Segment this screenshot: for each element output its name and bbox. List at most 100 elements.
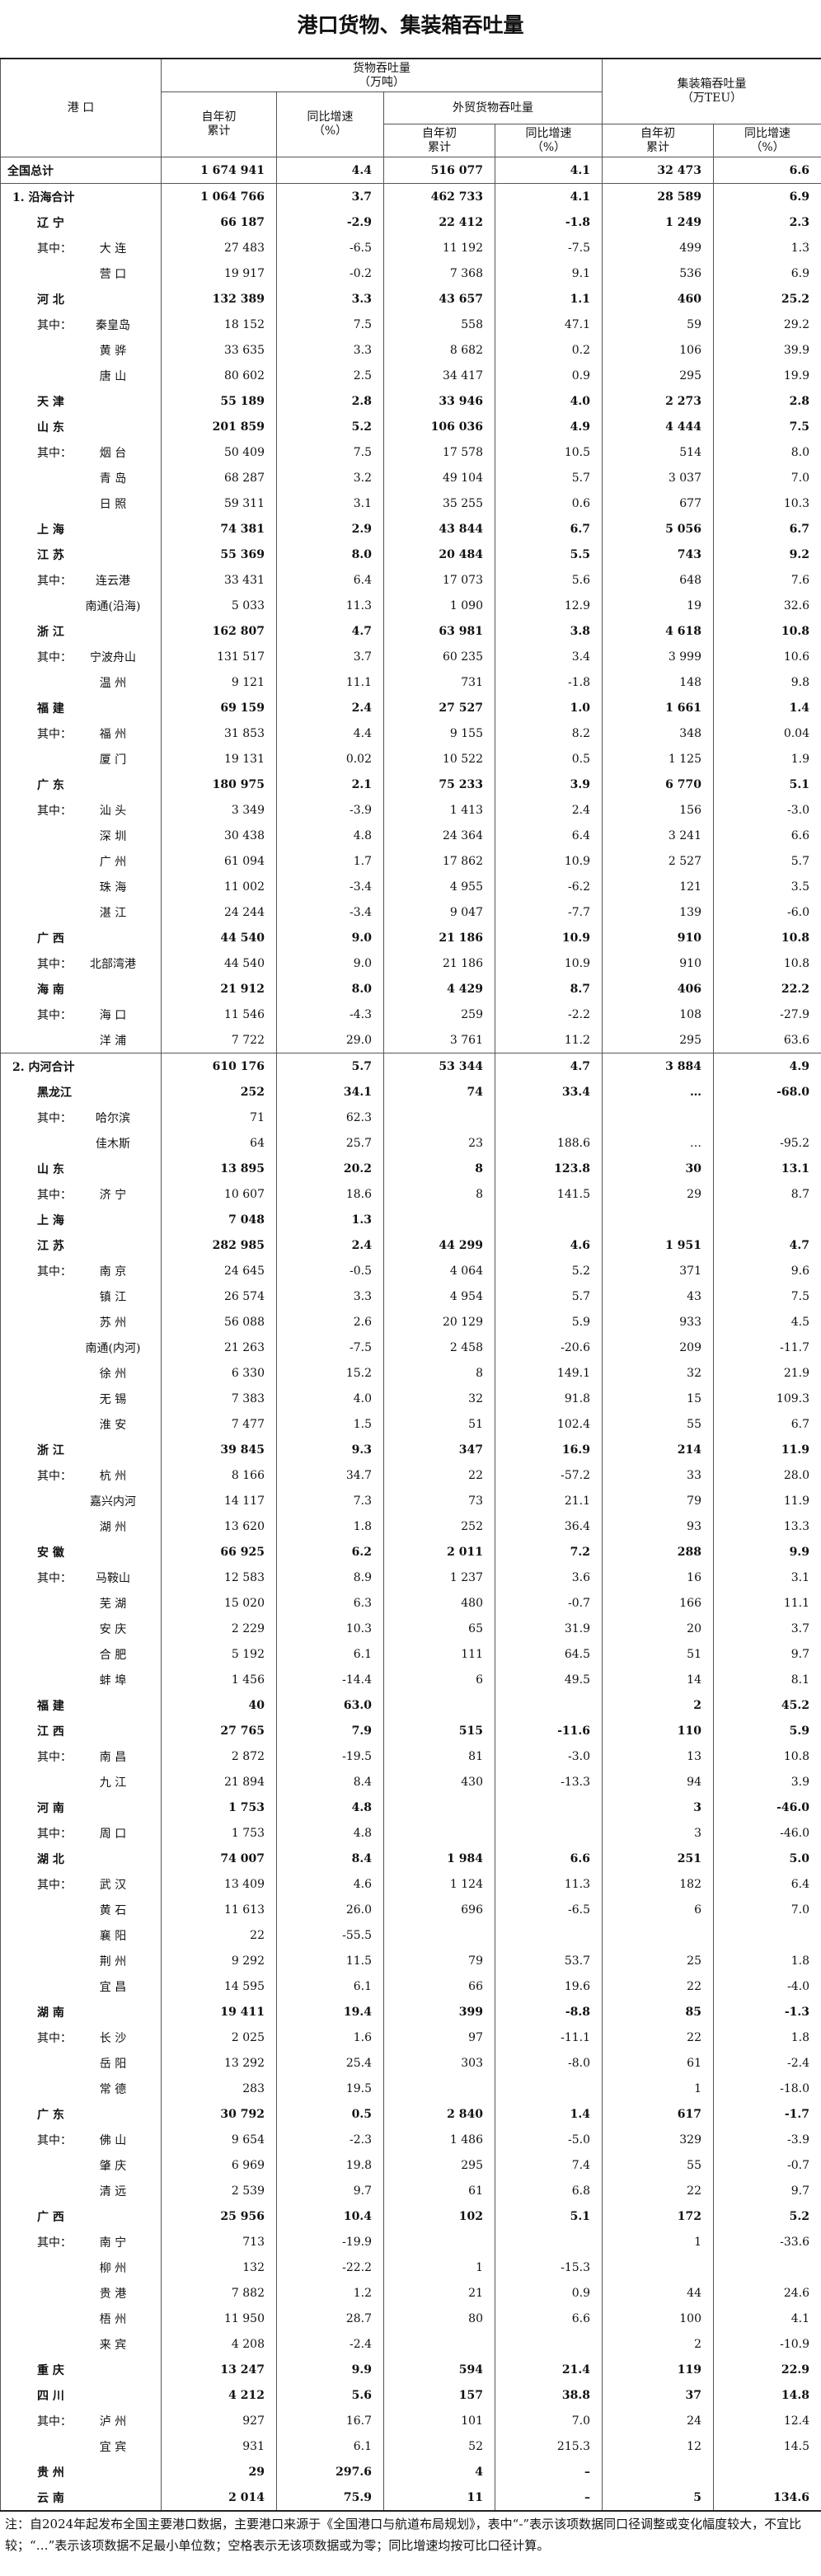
value-cell: -3.4 [276,874,384,899]
value-cell: … [602,1130,714,1156]
value-cell: 6.1 [276,1641,384,1667]
table-header: 港 口 货物吞吐量 （万吨） 集装箱吞吐量 （万TEU） 自年初 累计 同比增速 （%）… [0,58,821,157]
value-cell: 4.1 [495,183,603,209]
value-cell: 33 946 [383,388,495,414]
value-cell: 3.7 [276,644,384,669]
port-cell: 黄 石 [0,1897,162,1922]
value-cell: 9.0 [276,925,384,950]
value-cell [495,1820,603,1846]
port-name: 青 岛 [99,472,127,486]
value-cell: 5.0 [713,1846,821,1871]
value-cell: 18 152 [161,312,277,337]
value-cell: 7.2 [495,1539,603,1565]
value-cell: 3.6 [495,1565,603,1590]
port-cell: 其中： 泸 州 [0,2408,162,2433]
value-cell: 5.1 [495,2203,603,2229]
port-cell: 厦 门 [0,746,162,772]
value-cell: 32 [383,1386,495,1411]
sub-prefix: 其中： [37,1265,72,1279]
port-name: 芜 湖 [99,1597,127,1611]
table-row: 其中： 南 京 24 645 -0.5 4 064 5.2 371 9.6 [0,1258,821,1283]
value-cell: 9.8 [713,669,821,695]
header-text: （万吨） [359,75,405,89]
port-cell: 荆 州 [0,1948,162,1973]
value-cell: 4.1 [495,157,603,184]
value-cell: 259 [383,1002,495,1027]
value-cell: 17 073 [383,567,495,593]
value-cell: 21.1 [495,1488,603,1513]
value-cell: -0.7 [495,1590,603,1616]
table-row: 四 川 4 212 5.6 157 38.8 37 14.8 [0,2382,821,2408]
table-row: 其中： 烟 台 50 409 7.5 17 578 10.5 514 8.0 [0,439,821,465]
value-cell: 2 458 [383,1335,495,1360]
value-cell: 156 [602,797,714,823]
table-row: 湖 州 13 620 1.8 252 36.4 93 13.3 [0,1513,821,1539]
value-cell: 108 [602,1002,714,1027]
value-cell [383,2076,495,2101]
value-cell: 22.2 [713,976,821,1002]
value-cell: 10 522 [383,746,495,772]
value-cell: 10.8 [713,618,821,644]
value-cell: -3.4 [276,899,384,925]
value-cell: 1.9 [713,746,821,772]
value-cell: 79 [383,1948,495,1973]
port-cell: 2. 内河合计 [0,1053,162,1079]
value-cell: 6.6 [495,1846,603,1871]
value-cell: 16.9 [495,1437,603,1462]
value-cell: 1 661 [602,695,714,720]
value-cell [383,1922,495,1948]
value-cell: -6.5 [276,235,384,260]
value-cell: 2 539 [161,2178,277,2203]
value-cell: 3 037 [602,465,714,490]
value-cell: 28.0 [713,1462,821,1488]
table-row: 珠 海 11 002 -3.4 4 955 -6.2 121 3.5 [0,874,821,899]
value-cell: -6.2 [495,874,603,899]
port-name: 南 京 [99,1265,127,1279]
value-cell: 1 [602,2076,714,2101]
value-cell: 2.3 [713,209,821,235]
value-cell: 4.7 [276,618,384,644]
port-cell: 其中： 哈尔滨 [0,1105,162,1130]
value-cell: 33 635 [161,337,277,363]
port-name: 浙 江 [37,625,64,639]
port-name: 连云港 [96,574,130,588]
port-cell: 襄 阳 [0,1922,162,1948]
value-cell: 28 589 [602,183,714,209]
value-cell: -55.5 [276,1922,384,1948]
value-cell: 11.9 [713,1488,821,1513]
table-row: 其中： 武 汉 13 409 4.6 1 124 11.3 182 6.4 [0,1871,821,1897]
value-cell: 1.8 [713,2025,821,2050]
value-cell: 7 722 [161,1027,277,1053]
value-cell: 15 [602,1386,714,1411]
value-cell: 55 [602,2152,714,2178]
value-cell: 4.0 [495,388,603,414]
value-cell: 13.3 [713,1513,821,1539]
sub-prefix: 其中： [37,2414,72,2428]
value-cell: 5.9 [713,1718,821,1743]
value-cell: 1 753 [161,1795,277,1820]
table-row: 其中： 周 口 1 753 4.8 3 -46.0 [0,1820,821,1846]
port-cell: 营 口 [0,260,162,286]
header-cell: 同比增速 （%） [713,124,821,157]
value-cell: 12 [602,2433,714,2459]
port-name: 杭 州 [99,1469,127,1483]
table-row: 日 照 59 311 3.1 35 255 0.6 677 10.3 [0,490,821,516]
port-cell: 宜 宾 [0,2433,162,2459]
value-cell: 25 [602,1948,714,1973]
value-cell: 25 956 [161,2203,277,2229]
sub-prefix: 其中： [37,957,72,971]
value-cell: 1.1 [495,286,603,312]
value-cell: -20.6 [495,1335,603,1360]
port-name: 南 昌 [99,1750,127,1764]
header-text: （万TEU） [681,91,743,105]
value-cell: – [495,2459,603,2485]
value-cell: 69 159 [161,695,277,720]
port-name: 宜 宾 [99,2440,127,2454]
value-cell: -8.0 [495,2050,603,2076]
value-cell: 24 645 [161,1258,277,1283]
value-cell: 283 [161,2076,277,2101]
header-text: 自年初 [201,110,237,124]
value-cell: 282 985 [161,1232,277,1258]
value-cell: 5 033 [161,593,277,618]
table-row: 黄 骅 33 635 3.3 8 682 0.2 106 39.9 [0,337,821,363]
